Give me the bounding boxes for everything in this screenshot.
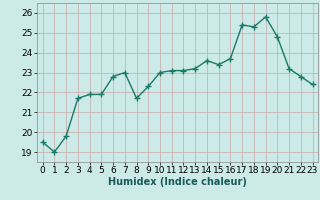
X-axis label: Humidex (Indice chaleur): Humidex (Indice chaleur) xyxy=(108,177,247,187)
